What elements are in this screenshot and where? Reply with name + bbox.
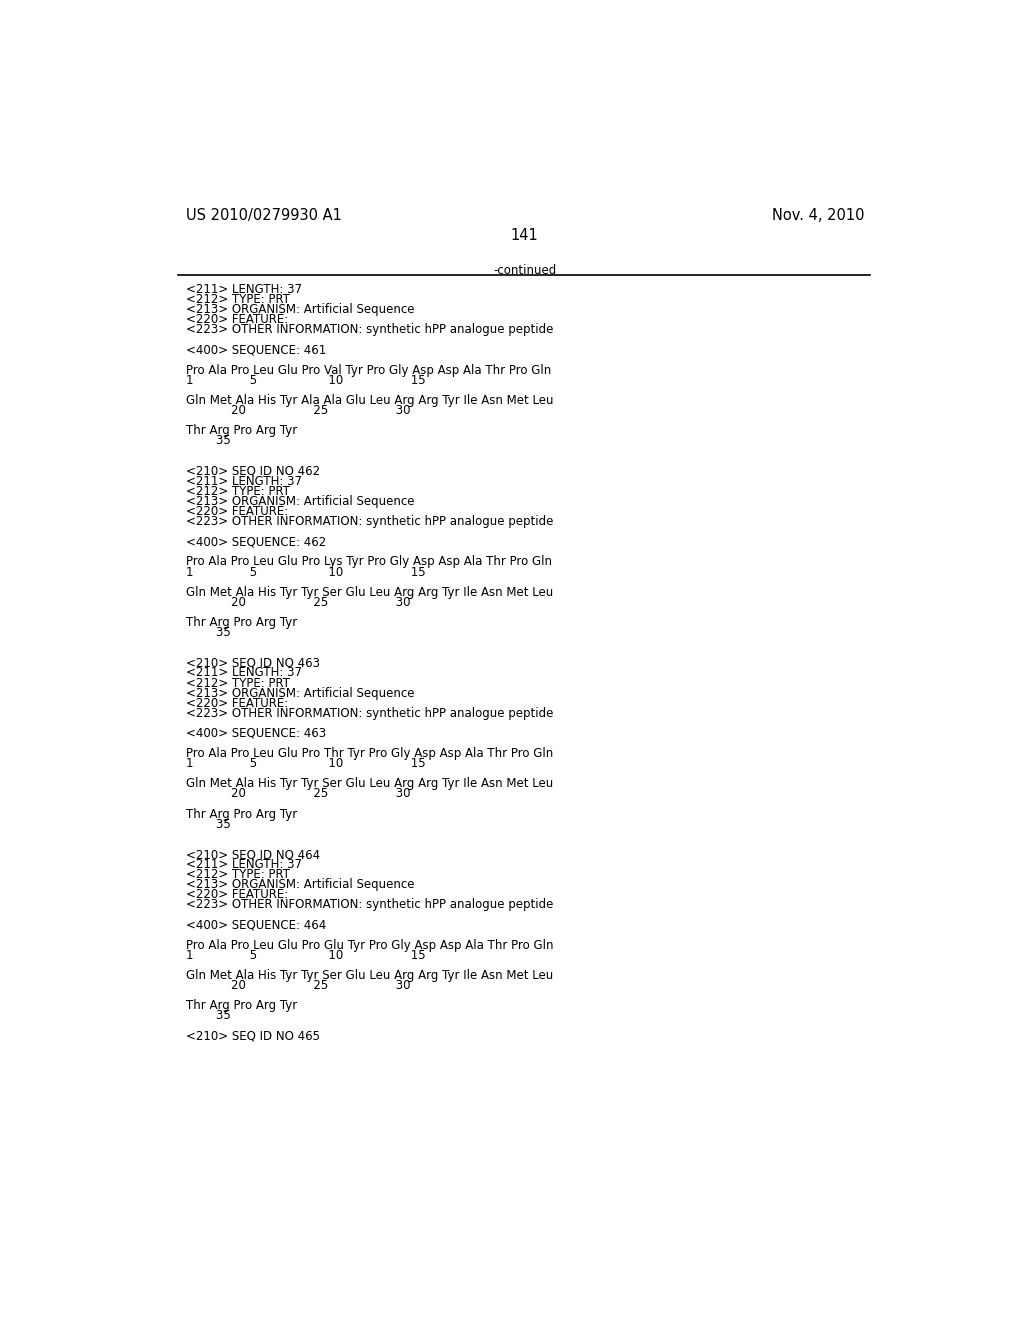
- Text: <220> FEATURE:: <220> FEATURE:: [186, 888, 289, 902]
- Text: <220> FEATURE:: <220> FEATURE:: [186, 506, 289, 517]
- Text: 20                  25                  30: 20 25 30: [186, 788, 411, 800]
- Text: Thr Arg Pro Arg Tyr: Thr Arg Pro Arg Tyr: [186, 424, 297, 437]
- Text: Thr Arg Pro Arg Tyr: Thr Arg Pro Arg Tyr: [186, 808, 297, 821]
- Text: Pro Ala Pro Leu Glu Pro Thr Tyr Pro Gly Asp Asp Ala Thr Pro Gln: Pro Ala Pro Leu Glu Pro Thr Tyr Pro Gly …: [186, 747, 553, 760]
- Text: Gln Met Ala His Tyr Ala Ala Glu Leu Arg Arg Tyr Ile Asn Met Leu: Gln Met Ala His Tyr Ala Ala Glu Leu Arg …: [186, 395, 554, 407]
- Text: <212> TYPE: PRT: <212> TYPE: PRT: [186, 677, 290, 689]
- Text: <211> LENGTH: 37: <211> LENGTH: 37: [186, 284, 302, 296]
- Text: <400> SEQUENCE: 461: <400> SEQUENCE: 461: [186, 343, 327, 356]
- Text: <220> FEATURE:: <220> FEATURE:: [186, 697, 289, 710]
- Text: <220> FEATURE:: <220> FEATURE:: [186, 313, 289, 326]
- Text: <212> TYPE: PRT: <212> TYPE: PRT: [186, 293, 290, 306]
- Text: Pro Ala Pro Leu Glu Pro Val Tyr Pro Gly Asp Asp Ala Thr Pro Gln: Pro Ala Pro Leu Glu Pro Val Tyr Pro Gly …: [186, 364, 551, 376]
- Text: <223> OTHER INFORMATION: synthetic hPP analogue peptide: <223> OTHER INFORMATION: synthetic hPP a…: [186, 899, 554, 911]
- Text: Pro Ala Pro Leu Glu Pro Glu Tyr Pro Gly Asp Asp Ala Thr Pro Gln: Pro Ala Pro Leu Glu Pro Glu Tyr Pro Gly …: [186, 939, 554, 952]
- Text: 1               5                   10                  15: 1 5 10 15: [186, 949, 426, 962]
- Text: Pro Ala Pro Leu Glu Pro Lys Tyr Pro Gly Asp Asp Ala Thr Pro Gln: Pro Ala Pro Leu Glu Pro Lys Tyr Pro Gly …: [186, 556, 552, 569]
- Text: -continued: -continued: [494, 264, 556, 277]
- Text: <213> ORGANISM: Artificial Sequence: <213> ORGANISM: Artificial Sequence: [186, 686, 415, 700]
- Text: 20                  25                  30: 20 25 30: [186, 404, 411, 417]
- Text: 141: 141: [511, 227, 539, 243]
- Text: <210> SEQ ID NO 463: <210> SEQ ID NO 463: [186, 656, 321, 669]
- Text: Gln Met Ala His Tyr Tyr Ser Glu Leu Arg Arg Tyr Ile Asn Met Leu: Gln Met Ala His Tyr Tyr Ser Glu Leu Arg …: [186, 969, 553, 982]
- Text: <400> SEQUENCE: 464: <400> SEQUENCE: 464: [186, 919, 327, 932]
- Text: 35: 35: [186, 434, 230, 447]
- Text: <210> SEQ ID NO 465: <210> SEQ ID NO 465: [186, 1030, 321, 1043]
- Text: <400> SEQUENCE: 462: <400> SEQUENCE: 462: [186, 536, 327, 548]
- Text: <213> ORGANISM: Artificial Sequence: <213> ORGANISM: Artificial Sequence: [186, 878, 415, 891]
- Text: <223> OTHER INFORMATION: synthetic hPP analogue peptide: <223> OTHER INFORMATION: synthetic hPP a…: [186, 515, 554, 528]
- Text: <210> SEQ ID NO 462: <210> SEQ ID NO 462: [186, 465, 321, 478]
- Text: 20                  25                  30: 20 25 30: [186, 979, 411, 993]
- Text: Thr Arg Pro Arg Tyr: Thr Arg Pro Arg Tyr: [186, 999, 297, 1012]
- Text: 35: 35: [186, 818, 230, 830]
- Text: 1               5                   10                  15: 1 5 10 15: [186, 374, 426, 387]
- Text: <211> LENGTH: 37: <211> LENGTH: 37: [186, 667, 302, 680]
- Text: <213> ORGANISM: Artificial Sequence: <213> ORGANISM: Artificial Sequence: [186, 304, 415, 317]
- Text: 20                  25                  30: 20 25 30: [186, 595, 411, 609]
- Text: <213> ORGANISM: Artificial Sequence: <213> ORGANISM: Artificial Sequence: [186, 495, 415, 508]
- Text: <223> OTHER INFORMATION: synthetic hPP analogue peptide: <223> OTHER INFORMATION: synthetic hPP a…: [186, 323, 554, 337]
- Text: 1               5                   10                  15: 1 5 10 15: [186, 565, 426, 578]
- Text: 35: 35: [186, 626, 230, 639]
- Text: <211> LENGTH: 37: <211> LENGTH: 37: [186, 475, 302, 488]
- Text: 35: 35: [186, 1010, 230, 1023]
- Text: <400> SEQUENCE: 463: <400> SEQUENCE: 463: [186, 727, 327, 741]
- Text: US 2010/0279930 A1: US 2010/0279930 A1: [186, 209, 342, 223]
- Text: 1               5                   10                  15: 1 5 10 15: [186, 758, 426, 771]
- Text: <212> TYPE: PRT: <212> TYPE: PRT: [186, 484, 290, 498]
- Text: <210> SEQ ID NO 464: <210> SEQ ID NO 464: [186, 847, 321, 861]
- Text: Gln Met Ala His Tyr Tyr Ser Glu Leu Arg Arg Tyr Ile Asn Met Leu: Gln Met Ala His Tyr Tyr Ser Glu Leu Arg …: [186, 586, 553, 599]
- Text: <212> TYPE: PRT: <212> TYPE: PRT: [186, 869, 290, 882]
- Text: Thr Arg Pro Arg Tyr: Thr Arg Pro Arg Tyr: [186, 616, 297, 630]
- Text: <223> OTHER INFORMATION: synthetic hPP analogue peptide: <223> OTHER INFORMATION: synthetic hPP a…: [186, 706, 554, 719]
- Text: <211> LENGTH: 37: <211> LENGTH: 37: [186, 858, 302, 871]
- Text: Nov. 4, 2010: Nov. 4, 2010: [772, 209, 864, 223]
- Text: Gln Met Ala His Tyr Tyr Ser Glu Leu Arg Arg Tyr Ile Asn Met Leu: Gln Met Ala His Tyr Tyr Ser Glu Leu Arg …: [186, 777, 553, 791]
